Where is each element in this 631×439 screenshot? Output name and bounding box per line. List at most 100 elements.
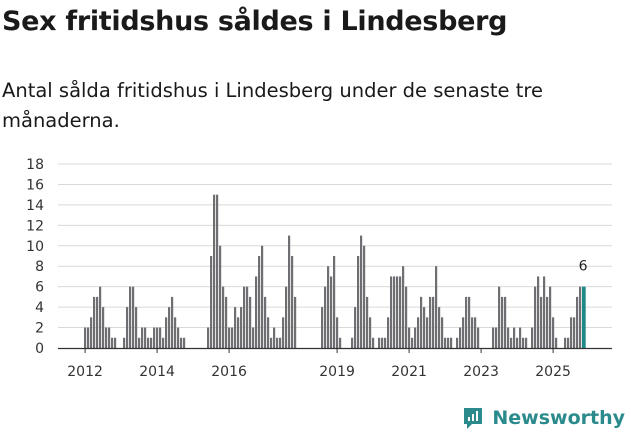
bar <box>162 337 165 348</box>
y-tick-label: 2 <box>35 321 44 337</box>
bar <box>216 194 219 348</box>
bar <box>108 327 111 348</box>
bar <box>207 327 210 348</box>
bar <box>465 296 468 348</box>
bar <box>96 296 99 348</box>
bar <box>456 337 459 348</box>
bar <box>354 307 357 348</box>
bar <box>324 286 327 348</box>
bar <box>102 307 105 348</box>
bar <box>174 317 177 348</box>
bar <box>255 276 258 348</box>
bar <box>351 337 354 348</box>
bar <box>222 286 225 348</box>
bar <box>333 256 336 348</box>
bar <box>288 235 291 348</box>
bar <box>285 286 288 348</box>
bar <box>99 286 102 348</box>
bar <box>336 317 339 348</box>
bar <box>534 286 537 348</box>
bar <box>327 266 330 348</box>
bar <box>153 327 156 348</box>
bar <box>426 317 429 348</box>
y-tick-label: 14 <box>26 198 44 214</box>
bar <box>567 337 570 348</box>
bar <box>495 327 498 348</box>
bar <box>84 327 87 348</box>
y-tick-label: 16 <box>26 177 44 193</box>
bar <box>144 327 147 348</box>
bar <box>237 317 240 348</box>
bar <box>183 337 186 348</box>
bar <box>408 327 411 348</box>
bar <box>417 317 420 348</box>
bar <box>165 317 168 348</box>
bar <box>474 317 477 348</box>
bar <box>234 307 237 348</box>
bar <box>435 266 438 348</box>
bar <box>372 337 375 348</box>
bar <box>387 317 390 348</box>
latest-value-label: 6 <box>579 259 588 275</box>
bar <box>477 327 480 348</box>
bar <box>93 296 96 348</box>
bar <box>429 296 432 348</box>
y-tick-label: 18 <box>26 157 44 173</box>
bar <box>330 276 333 348</box>
bar <box>114 337 117 348</box>
bar <box>357 256 360 348</box>
bar <box>462 317 465 348</box>
bar <box>135 307 138 348</box>
y-tick-label: 12 <box>26 218 44 234</box>
bar <box>249 296 252 348</box>
bar <box>519 327 522 348</box>
bar <box>87 327 90 348</box>
bar <box>564 337 567 348</box>
bar <box>366 296 369 348</box>
x-tick-label: 2016 <box>211 364 247 380</box>
bar <box>522 337 525 348</box>
bar <box>420 296 423 348</box>
bar <box>339 337 342 348</box>
bar <box>390 276 393 348</box>
bar <box>210 256 213 348</box>
bar <box>381 337 384 348</box>
bar <box>549 286 552 348</box>
y-tick-label: 8 <box>35 259 44 275</box>
bar <box>396 276 399 348</box>
y-tick-label: 4 <box>35 300 44 316</box>
bar <box>321 307 324 348</box>
bar <box>459 327 462 348</box>
bar <box>555 337 558 348</box>
bar <box>411 337 414 348</box>
bar <box>438 307 441 348</box>
bar <box>243 286 246 348</box>
bar <box>261 245 264 348</box>
bar <box>126 307 129 348</box>
bar <box>573 317 576 348</box>
bar <box>231 327 234 348</box>
bar <box>168 307 171 348</box>
bar <box>282 317 285 348</box>
bar <box>150 337 153 348</box>
bar <box>228 327 231 348</box>
bar <box>246 286 249 348</box>
bar <box>516 337 519 348</box>
x-tick-label: 2021 <box>391 364 427 380</box>
bar <box>531 327 534 348</box>
y-tick-label: 6 <box>35 280 44 296</box>
x-tick-label: 2014 <box>139 364 175 380</box>
bar <box>384 337 387 348</box>
bar <box>123 337 126 348</box>
bar <box>501 296 504 348</box>
bar <box>225 296 228 348</box>
bar <box>399 276 402 348</box>
bar <box>468 296 471 348</box>
x-tick-label: 2023 <box>463 364 499 380</box>
x-tick-label: 2012 <box>67 364 103 380</box>
x-tick-label: 2025 <box>535 364 571 380</box>
bar <box>360 235 363 348</box>
newsworthy-brand[interactable]: Newsworthy <box>462 403 625 433</box>
bar <box>252 327 255 348</box>
bar <box>570 317 573 348</box>
